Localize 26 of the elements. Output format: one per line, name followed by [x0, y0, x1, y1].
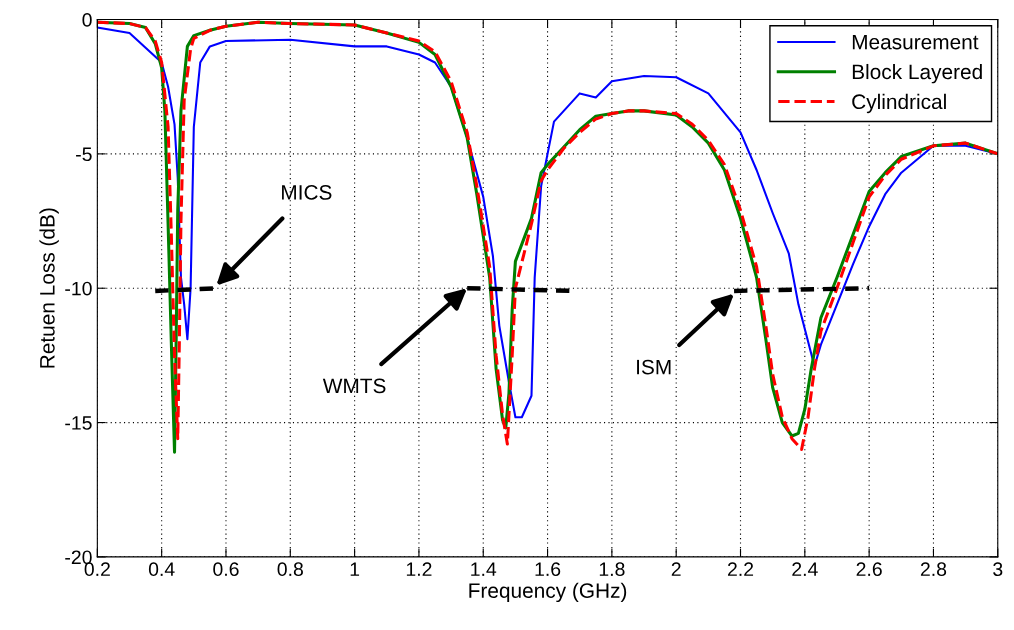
annotation: MICS: [282, 185, 332, 200]
x-tick-label: 2.6: [856, 562, 882, 577]
x-tick-label: 2.4: [792, 562, 818, 576]
y-tick-label: -15: [65, 416, 92, 430]
x-tick-label: 2.8: [920, 562, 947, 577]
legend-label: Block Layered: [852, 63, 982, 84]
y-tick-label: -10: [65, 281, 92, 296]
x-tick-label: 0.4: [148, 562, 175, 577]
x-tick-label: 3: [993, 562, 1003, 577]
x-tick-label: 0.8: [277, 562, 303, 577]
x-tick-label: 1: [350, 562, 360, 576]
x-tick-label: 1.8: [599, 562, 625, 577]
x-axis-title: Frequency (GHz): [469, 582, 627, 603]
x-tick-label: 2: [671, 562, 681, 576]
y-tick-label: 0: [82, 13, 92, 27]
y-axis-title: Retuen Loss (dB): [39, 208, 59, 368]
x-tick-label: 1.2: [406, 562, 432, 576]
x-tick-label: 1.4: [471, 562, 497, 576]
annotation: ISM: [637, 359, 671, 375]
legend-label: Measurement: [852, 34, 979, 50]
y-tick-label: -5: [76, 147, 92, 162]
annotation: WMTS: [322, 378, 386, 394]
legend-label: Cylindrical: [852, 93, 946, 114]
x-tick-label: 2.2: [727, 562, 754, 576]
x-tick-label: 0.6: [213, 562, 239, 577]
x-tick-label: 1.6: [535, 562, 561, 577]
